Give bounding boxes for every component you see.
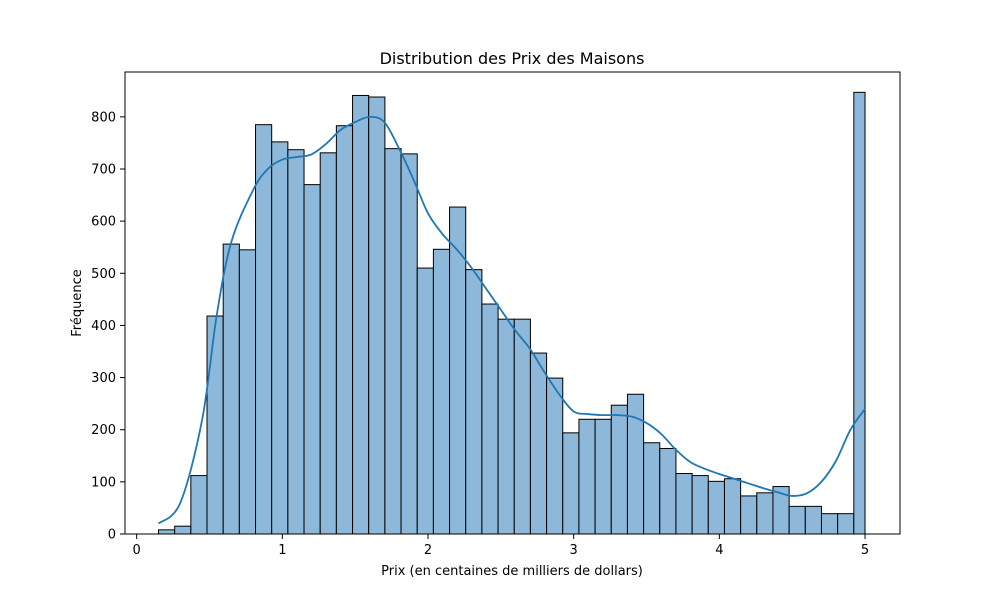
- histogram-bar: [190, 475, 208, 535]
- histogram-bar: [529, 352, 548, 535]
- histogram-bar: [610, 404, 628, 535]
- histogram-bar: [820, 513, 839, 535]
- histogram-bar: [788, 505, 806, 535]
- y-tick-label: 300: [91, 371, 116, 386]
- histogram-bar: [465, 269, 483, 535]
- histogram-bar: [368, 96, 386, 535]
- y-axis-ticks: 0 100 200 300 400 500 600 700 800: [91, 110, 125, 543]
- histogram-bar: [691, 475, 709, 535]
- histogram-bar: [481, 303, 499, 535]
- histogram-bar: [319, 152, 337, 535]
- histogram-bar: [513, 318, 531, 535]
- y-tick-label: 700: [91, 162, 116, 177]
- y-tick-label: 200: [91, 423, 116, 438]
- x-tick-label: 3: [570, 543, 578, 558]
- histogram-bar: [594, 418, 612, 535]
- histogram-bar: [675, 473, 693, 535]
- histogram-bar: [238, 249, 257, 535]
- histogram-bar: [723, 478, 742, 535]
- y-tick-label: 400: [91, 319, 116, 334]
- histogram-bar: [562, 432, 580, 535]
- histogram-bar: [804, 505, 822, 535]
- histogram-bar: [271, 141, 289, 535]
- histogram-bar: [756, 492, 774, 535]
- histogram-bar: [643, 442, 661, 535]
- chart-title: Distribution des Prix des Maisons: [380, 49, 645, 68]
- histogram-bar: [222, 243, 240, 535]
- histogram-bar: [400, 153, 418, 535]
- y-tick-label: 0: [108, 528, 116, 543]
- plot-frame: [124, 71, 901, 535]
- x-tick-label: 2: [424, 543, 432, 558]
- histogram-bar: [287, 149, 305, 535]
- histogram-bar: [335, 125, 354, 535]
- histogram-bar: [497, 318, 515, 535]
- histogram-bar: [384, 148, 402, 535]
- x-tick-label: 1: [278, 543, 286, 558]
- y-tick-label: 800: [91, 110, 116, 125]
- x-axis-label: Prix (en centaines de milliers de dollar…: [381, 564, 643, 579]
- x-tick-label: 5: [861, 543, 869, 558]
- histogram-bar: [352, 94, 370, 535]
- histogram-bar: [206, 315, 224, 535]
- y-tick-label: 500: [91, 267, 116, 282]
- histogram-bar: [255, 124, 273, 535]
- x-axis-ticks: 0 1 2 3 4 5: [133, 534, 869, 558]
- histogram-bar: [578, 418, 596, 535]
- histogram-bar: [546, 377, 564, 535]
- x-tick-label: 4: [715, 543, 723, 558]
- histogram-bar: [432, 248, 451, 535]
- histogram-bar: [659, 447, 677, 535]
- kde-curve: [157, 115, 866, 525]
- y-tick-label: 600: [91, 215, 116, 230]
- histogram-bar: [626, 393, 645, 535]
- histogram-bars: [158, 91, 866, 535]
- x-tick-label: 0: [133, 543, 141, 558]
- histogram-bar: [853, 91, 866, 535]
- histogram-bar: [303, 184, 321, 535]
- y-axis-label: Fréquence: [70, 269, 85, 336]
- histogram-bar: [174, 525, 192, 535]
- y-tick-label: 100: [91, 475, 116, 490]
- histogram-bar: [416, 267, 434, 535]
- histogram-bar: [837, 513, 855, 535]
- histogram-bar: [707, 480, 725, 535]
- histogram-bar: [158, 529, 176, 535]
- histogram-bar: [740, 495, 758, 535]
